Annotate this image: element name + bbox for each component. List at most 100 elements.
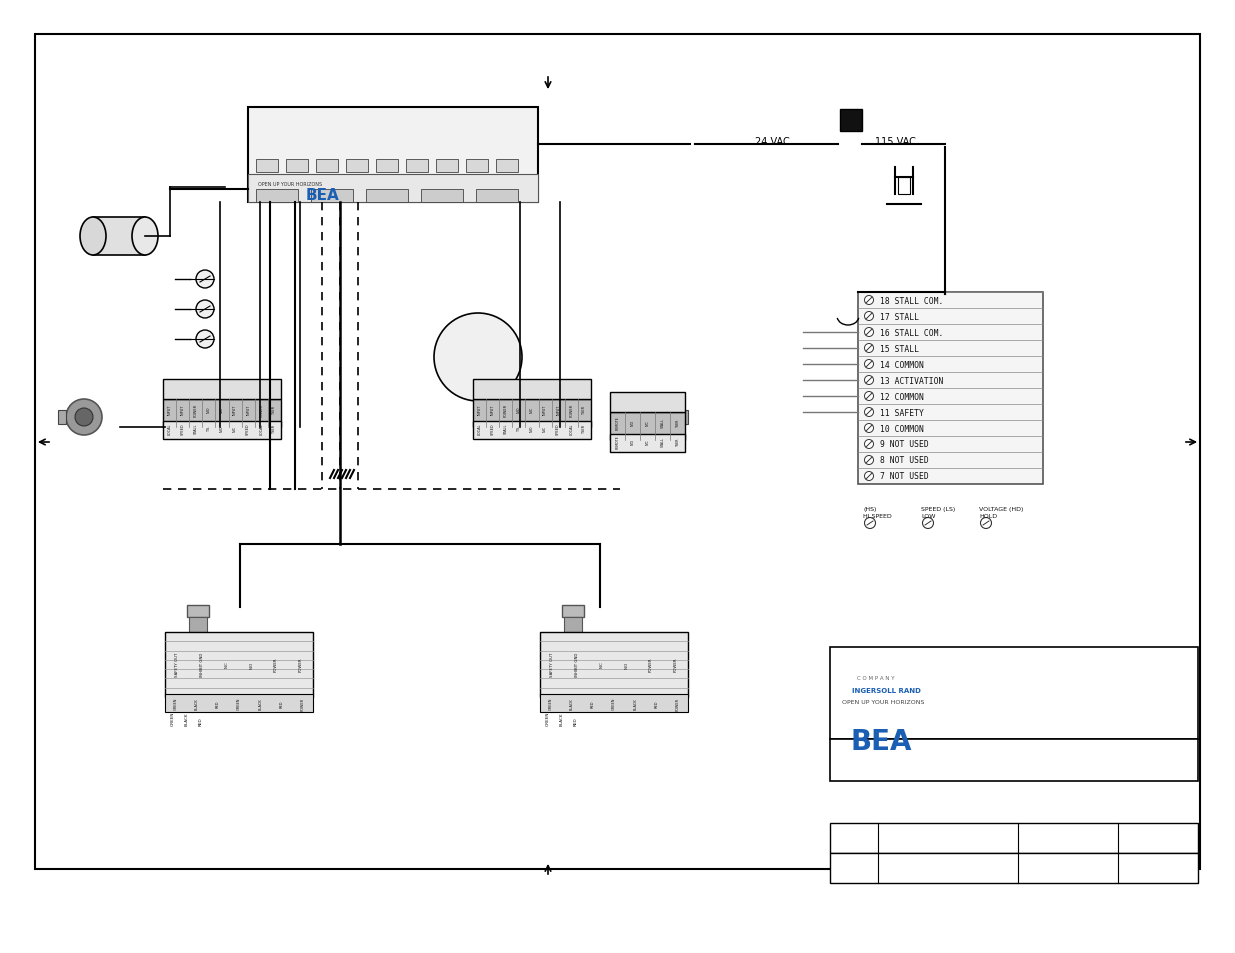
Bar: [375, 160, 398, 172]
Text: RED: RED: [590, 700, 595, 707]
Circle shape: [75, 409, 93, 427]
Text: N/C: N/C: [543, 425, 547, 432]
Bar: [186, 605, 209, 618]
Text: 10 COMMON: 10 COMMON: [881, 424, 924, 433]
Circle shape: [864, 392, 873, 401]
Text: INGERSOLL RAND: INGERSOLL RAND: [852, 687, 921, 693]
Text: 8 NOT USED: 8 NOT USED: [881, 456, 929, 465]
Bar: [165, 695, 312, 712]
Bar: [248, 174, 538, 203]
Text: BLACK: BLACK: [559, 712, 564, 725]
Text: RED: RED: [216, 700, 220, 707]
Text: N/C: N/C: [220, 406, 224, 413]
Circle shape: [864, 456, 873, 465]
Text: POWER: POWER: [274, 657, 278, 672]
Bar: [540, 633, 688, 698]
Text: POWER: POWER: [299, 657, 303, 672]
Text: GREEN: GREEN: [170, 711, 175, 725]
Text: OPEN UP YOUR HORIZONS: OPEN UP YOUR HORIZONS: [258, 182, 322, 188]
Circle shape: [864, 360, 873, 369]
Text: INPUT: INPUT: [556, 404, 561, 415]
FancyBboxPatch shape: [58, 411, 65, 424]
Ellipse shape: [132, 218, 158, 255]
Bar: [473, 399, 592, 428]
Text: 17 STALL: 17 STALL: [881, 313, 919, 321]
Text: POWER: POWER: [194, 403, 198, 416]
Circle shape: [65, 399, 103, 436]
Text: 7 NOT USED: 7 NOT USED: [881, 472, 929, 481]
Text: T.S.: T.S.: [517, 425, 521, 432]
Circle shape: [196, 271, 214, 289]
Text: GREEN: GREEN: [237, 697, 241, 709]
Text: INHIBIT GND: INHIBIT GND: [200, 652, 204, 677]
Circle shape: [643, 399, 680, 436]
Bar: [248, 108, 538, 203]
Bar: [163, 379, 282, 399]
Text: INPUT: INPUT: [543, 404, 547, 415]
Bar: [830, 853, 1198, 883]
Bar: [473, 421, 592, 439]
Bar: [256, 160, 278, 172]
Text: RED: RED: [574, 717, 578, 725]
Bar: [421, 190, 463, 203]
FancyBboxPatch shape: [680, 411, 688, 424]
Bar: [35, 35, 1200, 869]
Text: OPEN UP YOUR HORIZONS: OPEN UP YOUR HORIZONS: [842, 700, 924, 704]
Text: LOCAL: LOCAL: [478, 423, 482, 435]
Ellipse shape: [80, 218, 106, 255]
Bar: [256, 190, 298, 203]
Text: INPUT: INPUT: [246, 404, 251, 415]
Text: GREEN: GREEN: [174, 697, 178, 709]
Text: GREEN: GREEN: [546, 711, 550, 725]
Bar: [189, 618, 207, 633]
Bar: [163, 399, 282, 428]
Text: BLACK: BLACK: [634, 698, 637, 709]
Circle shape: [981, 518, 992, 529]
Text: TSER: TSER: [583, 405, 587, 415]
Text: LOCAL: LOCAL: [168, 423, 172, 435]
Text: LOCAL: LOCAL: [569, 423, 573, 435]
Text: 115 VAC: 115 VAC: [876, 137, 916, 147]
Bar: [830, 647, 1198, 740]
Text: N/O: N/O: [249, 660, 253, 668]
Circle shape: [864, 296, 873, 305]
Text: INPUT: INPUT: [478, 404, 482, 415]
Text: POWER: POWER: [673, 657, 678, 672]
Circle shape: [433, 314, 522, 401]
Text: 12 COMMON: 12 COMMON: [881, 392, 924, 401]
Text: N/O: N/O: [625, 660, 629, 668]
Text: N/O: N/O: [220, 425, 224, 432]
Text: SPEED: SPEED: [246, 423, 251, 435]
Text: LOW: LOW: [921, 514, 935, 518]
Bar: [858, 293, 1044, 484]
Text: POWER: POWER: [504, 403, 508, 416]
Text: POWER: POWER: [259, 403, 263, 416]
Text: 9 NOT USED: 9 NOT USED: [881, 440, 929, 449]
Text: N/O: N/O: [631, 438, 635, 445]
Circle shape: [864, 376, 873, 385]
Bar: [163, 421, 282, 439]
Bar: [311, 190, 353, 203]
Text: TSER: TSER: [676, 437, 679, 446]
Text: BLACK: BLACK: [185, 712, 189, 725]
Circle shape: [864, 344, 873, 354]
Bar: [564, 618, 582, 633]
Circle shape: [864, 408, 873, 417]
Text: N/O: N/O: [517, 406, 521, 413]
Text: BLACK: BLACK: [258, 698, 262, 709]
Text: RED: RED: [279, 700, 283, 707]
Circle shape: [653, 409, 671, 427]
Text: INHIBIT GND: INHIBIT GND: [576, 652, 579, 677]
Bar: [475, 190, 517, 203]
Text: STALL: STALL: [661, 436, 664, 446]
Circle shape: [864, 518, 876, 529]
Circle shape: [196, 331, 214, 349]
Text: 14 COMMON: 14 COMMON: [881, 360, 924, 369]
Text: N/C: N/C: [600, 660, 604, 668]
Text: INPUT: INPUT: [180, 404, 185, 415]
Text: BEA: BEA: [306, 188, 340, 202]
Bar: [540, 695, 688, 712]
Text: STALL: STALL: [194, 423, 198, 434]
Bar: [406, 160, 429, 172]
Text: HOLD: HOLD: [979, 514, 997, 518]
